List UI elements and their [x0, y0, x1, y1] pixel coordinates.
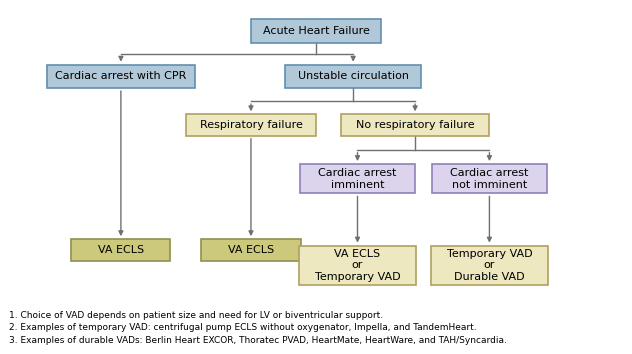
FancyBboxPatch shape: [47, 64, 195, 88]
FancyBboxPatch shape: [285, 64, 422, 88]
Text: 1. Choice of VAD depends on patient size and need for LV or biventricular suppor: 1. Choice of VAD depends on patient size…: [9, 310, 384, 320]
FancyBboxPatch shape: [430, 246, 548, 285]
Text: Temporary VAD
or
Durable VAD: Temporary VAD or Durable VAD: [447, 249, 532, 282]
FancyBboxPatch shape: [432, 164, 547, 194]
FancyBboxPatch shape: [251, 19, 381, 44]
Text: 2. Examples of temporary VAD: centrifugal pump ECLS without oxygenator, Impella,: 2. Examples of temporary VAD: centrifuga…: [9, 323, 477, 332]
Text: Cardiac arrest
imminent: Cardiac arrest imminent: [319, 168, 397, 189]
Text: No respiratory failure: No respiratory failure: [356, 120, 475, 130]
FancyBboxPatch shape: [341, 114, 489, 136]
Text: Acute Heart Failure: Acute Heart Failure: [262, 26, 370, 36]
Text: VA ECLS: VA ECLS: [228, 245, 274, 255]
Text: VA ECLS
or
Temporary VAD: VA ECLS or Temporary VAD: [315, 249, 400, 282]
FancyBboxPatch shape: [299, 246, 416, 285]
Text: VA ECLS: VA ECLS: [98, 245, 144, 255]
FancyBboxPatch shape: [300, 164, 415, 194]
FancyBboxPatch shape: [186, 114, 316, 136]
Text: Cardiac arrest with CPR: Cardiac arrest with CPR: [55, 72, 186, 81]
FancyBboxPatch shape: [202, 239, 300, 261]
Text: 3. Examples of durable VADs: Berlin Heart EXCOR, Thoratec PVAD, HeartMate, Heart: 3. Examples of durable VADs: Berlin Hear…: [9, 336, 507, 344]
Text: Respiratory failure: Respiratory failure: [200, 120, 302, 130]
FancyBboxPatch shape: [71, 239, 171, 261]
Text: Cardiac arrest
not imminent: Cardiac arrest not imminent: [450, 168, 528, 189]
Text: Unstable circulation: Unstable circulation: [298, 72, 409, 81]
